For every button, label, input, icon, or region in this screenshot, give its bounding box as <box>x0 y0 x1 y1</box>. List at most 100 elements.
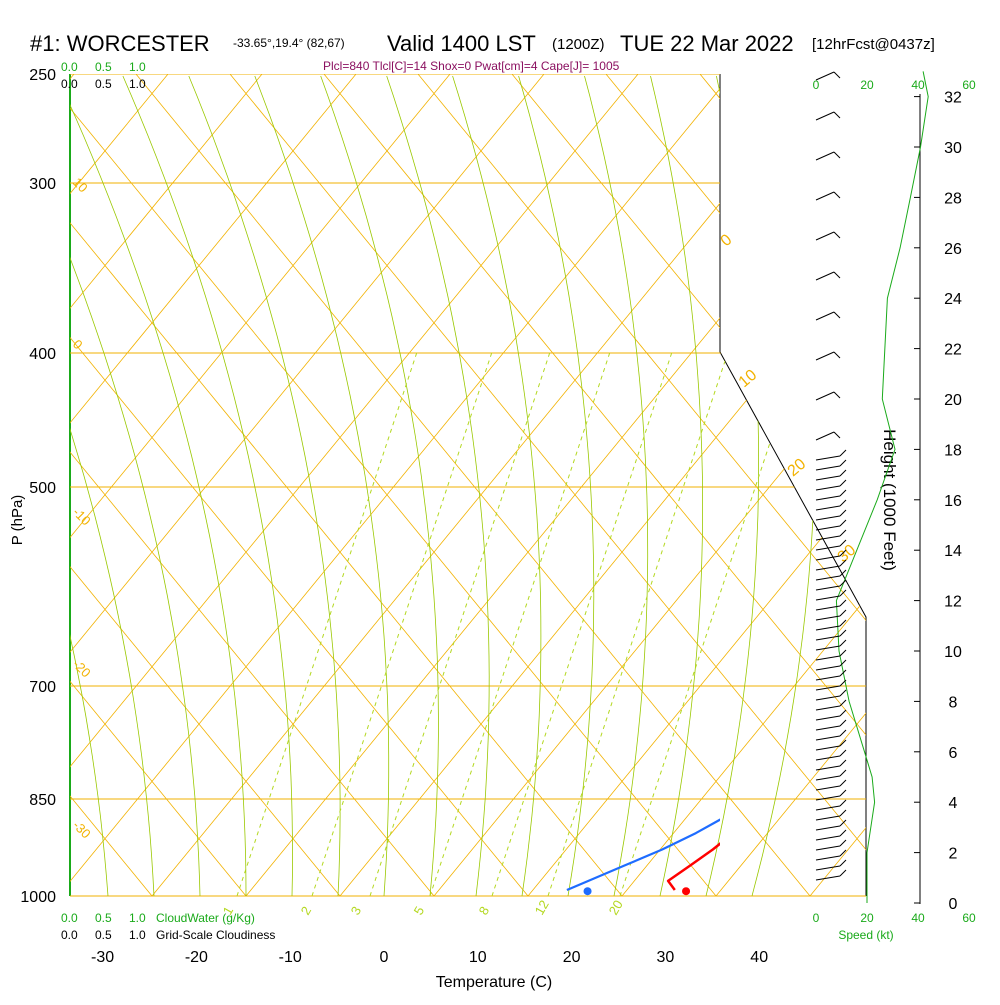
moist-adiabat-line <box>452 75 542 896</box>
wind-barb <box>815 475 841 481</box>
dry-adiabat-line <box>135 74 811 896</box>
height-tick-label: 26 <box>944 241 962 258</box>
cloud-bottom-green-1: 1.0 <box>129 911 146 925</box>
wind-barb-flag <box>839 519 847 527</box>
isotherm-line <box>70 74 733 896</box>
isotherm-line <box>70 74 545 896</box>
height-tick-label: 8 <box>949 694 958 711</box>
height-tick-label: 20 <box>944 392 962 409</box>
cloudiness-label: Grid-Scale Cloudiness <box>156 928 275 942</box>
wind-barb <box>815 351 835 361</box>
wind-barb <box>815 71 835 81</box>
wind-barb <box>815 585 841 591</box>
mixing-ratio-label: 3 <box>348 904 365 918</box>
height-tick-label: 22 <box>944 342 962 359</box>
dry-adiabat-line <box>417 74 866 896</box>
height-tick-label: 4 <box>949 795 958 812</box>
height-tick-label: 24 <box>944 291 962 308</box>
dry-adiabat-line <box>70 74 153 896</box>
mixing-ratio-line <box>429 351 611 896</box>
parcel-info: Plcl=840 Tlcl[C]=14 Shox=0 Pwat[cm]=4 Ca… <box>323 59 620 73</box>
dry-adiabat-line <box>70 74 623 896</box>
wind-barb-flag <box>839 629 847 637</box>
wind-barb <box>815 845 841 851</box>
mixing-ratio-label: 12 <box>532 897 552 917</box>
wind-barb <box>815 665 841 671</box>
wind-barb <box>815 765 841 771</box>
wind-barb <box>815 431 835 441</box>
isotherm-line <box>70 74 357 896</box>
wind-barb-flag <box>839 619 847 627</box>
wind-barb-flag <box>839 839 847 847</box>
wind-barb-flag <box>839 849 847 857</box>
wind-barb-flag <box>839 689 847 697</box>
pressure-tick-label: 250 <box>29 67 56 84</box>
pressure-tick-label: 500 <box>29 480 56 497</box>
height-axis-title: Height (1000 Feet) <box>880 429 899 571</box>
cloud-top-black-1: 1.0 <box>129 77 146 91</box>
moist-adiabat-line <box>751 75 817 896</box>
wind-barb <box>815 625 841 631</box>
cloud-top-black-05: 0.5 <box>95 77 112 91</box>
pressure-tick-label: 400 <box>29 346 56 363</box>
cloud-bottom-black-1: 1.0 <box>129 928 146 942</box>
wind-barb-flag <box>833 351 841 359</box>
isotherm-line <box>433 74 866 896</box>
wind-barb-flag <box>839 509 847 517</box>
height-tick-label: 2 <box>949 846 958 863</box>
wind-barb-flag <box>839 579 847 587</box>
wind-barb <box>815 875 841 881</box>
speed-tick-top: 20 <box>860 78 874 92</box>
wind-barb <box>815 605 841 611</box>
valid-time: Valid 1400 LST <box>387 31 536 56</box>
station-coords: -33.65°,19.4° (82,67) <box>233 36 345 50</box>
cloud-top-green-05: 0.5 <box>95 60 112 74</box>
isotherm-line <box>245 74 866 896</box>
dry-adiabat-label: 10 <box>70 175 91 196</box>
isotherm-line <box>715 74 866 896</box>
wind-barb-flag <box>833 311 841 319</box>
temperature-tick-label: -10 <box>279 949 302 966</box>
wind-barb <box>815 645 841 651</box>
wind-barb-flag <box>839 679 847 687</box>
wind-barb <box>815 525 841 531</box>
speed-tick-top: 40 <box>911 78 925 92</box>
moist-adiabat-line <box>518 75 595 896</box>
wind-barb-flag <box>833 71 841 79</box>
cloud-top-green-0: 0.0 <box>61 60 78 74</box>
wind-barb-flag <box>839 609 847 617</box>
temperature-tick-label: -20 <box>185 949 208 966</box>
wind-barb-flag <box>833 271 841 279</box>
wind-barb-flag <box>839 749 847 757</box>
pressure-axis-title: P (hPa) <box>9 495 26 546</box>
temperature-tick-label: 10 <box>469 949 487 966</box>
wind-barb <box>815 565 841 571</box>
height-tick-label: 18 <box>944 442 962 459</box>
cloud-bottom-green-0: 0.0 <box>61 911 78 925</box>
moist-adiabat-line <box>254 75 390 896</box>
wind-barb <box>815 685 841 691</box>
wind-barb-flag <box>839 559 847 567</box>
speed-tick-top: 60 <box>962 78 976 92</box>
wind-barb <box>815 615 841 621</box>
cloud-top-green-1: 1.0 <box>129 60 146 74</box>
wind-barb <box>815 495 841 501</box>
wind-barb-flag <box>839 459 847 467</box>
isotherm-line <box>70 74 451 896</box>
wind-barb-flag <box>839 719 847 727</box>
wind-barb-flag <box>839 449 847 457</box>
height-tick-label: 14 <box>944 543 962 560</box>
wind-barb <box>815 725 841 731</box>
forecast-date: TUE 22 Mar 2022 <box>620 31 794 56</box>
wind-barb-flag <box>833 231 841 239</box>
wind-barb-flag <box>839 539 847 547</box>
wind-barb-flag <box>839 859 847 867</box>
wind-barb-flag <box>839 799 847 807</box>
wind-barb <box>815 455 841 461</box>
isotherm-line <box>809 74 866 896</box>
dry-adiabat-line <box>70 74 247 896</box>
pressure-tick-label: 1000 <box>20 889 56 906</box>
moist-adiabat-line <box>70 75 155 896</box>
wind-barb-flag <box>839 739 847 747</box>
